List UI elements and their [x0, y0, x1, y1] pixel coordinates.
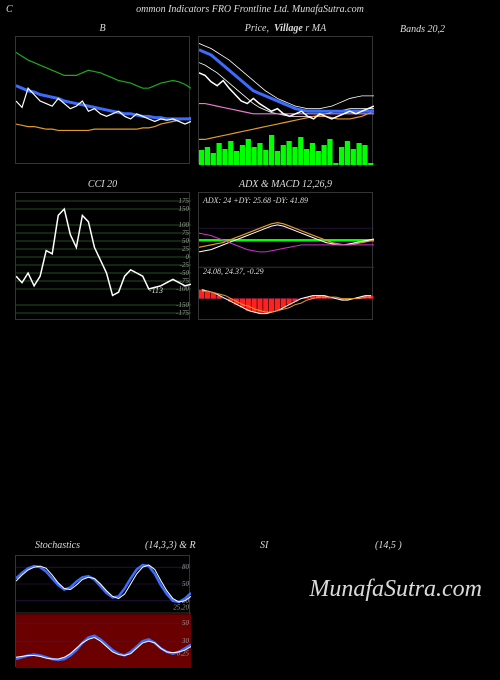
- header-text: ommon Indicators FRO Frontline Ltd. Muna…: [136, 4, 364, 15]
- chart-stoch-svg: 80502025,2050300,25: [16, 556, 191, 668]
- chart-ma-svg: [199, 37, 374, 165]
- si-label: SI: [260, 540, 268, 551]
- chart-cci-title: CCI 20: [16, 179, 189, 190]
- svg-text:30: 30: [181, 637, 190, 645]
- chart-stochastics: 80502025,2050300,25: [15, 555, 190, 667]
- chart-ma: Price, Village r MA: [198, 36, 373, 164]
- chart-cci-svg: 1751501007550250-25-50-75-100-150-175-11…: [16, 193, 191, 321]
- svg-text:-150: -150: [176, 301, 189, 309]
- svg-text:150: 150: [179, 205, 190, 213]
- svg-text:50: 50: [182, 619, 190, 627]
- svg-text:50: 50: [182, 237, 190, 245]
- svg-text:24.08, 24.37, -0.29: 24.08, 24.37, -0.29: [203, 267, 264, 276]
- svg-text:80: 80: [182, 563, 190, 571]
- svg-text:75: 75: [182, 229, 190, 237]
- page-header: C ommon Indicators FRO Frontline Ltd. Mu…: [0, 4, 500, 15]
- chart-b: B: [15, 36, 190, 164]
- chart-ma-title: Price, Village r MA: [199, 23, 372, 34]
- svg-text:25: 25: [182, 245, 190, 253]
- svg-text:175: 175: [179, 197, 190, 205]
- svg-text:ADX: 24 +DY: 25.68 -DY: 41: ADX: 24 +DY: 25.68 -DY: 41.89: [202, 196, 308, 205]
- svg-text:25,20: 25,20: [173, 604, 189, 612]
- si-params: (14,5 ): [375, 540, 402, 551]
- stochastics-params: (14,3,3) & R: [145, 540, 196, 551]
- svg-text:-50: -50: [180, 269, 190, 277]
- chart-adx-macd: ADX & MACD 12,26,9 ADX: 24 +DY: 25.68 -D…: [198, 192, 373, 320]
- svg-text:100: 100: [179, 221, 190, 229]
- svg-text:-175: -175: [176, 309, 189, 317]
- svg-text:50: 50: [182, 580, 190, 588]
- bands-label: Bands 20,2: [400, 24, 445, 35]
- svg-text:-113: -113: [149, 286, 163, 295]
- watermark: MunafaSutra.com: [309, 576, 482, 603]
- chart-adx-svg: ADX: 24 +DY: 25.68 -DY: 41.8924.08, 24.3…: [199, 193, 374, 321]
- stochastics-title: Stochastics: [35, 540, 80, 551]
- chart-adx-title: ADX & MACD 12,26,9: [199, 179, 372, 190]
- chart-cci: CCI 20 1751501007550250-25-50-75-100-150…: [15, 192, 190, 320]
- svg-text:0: 0: [186, 253, 190, 261]
- header-left-char: C: [6, 4, 13, 15]
- chart-b-title: B: [16, 23, 189, 34]
- svg-text:-100: -100: [176, 285, 189, 293]
- chart-b-svg: [16, 37, 191, 165]
- svg-text:-25: -25: [180, 261, 190, 269]
